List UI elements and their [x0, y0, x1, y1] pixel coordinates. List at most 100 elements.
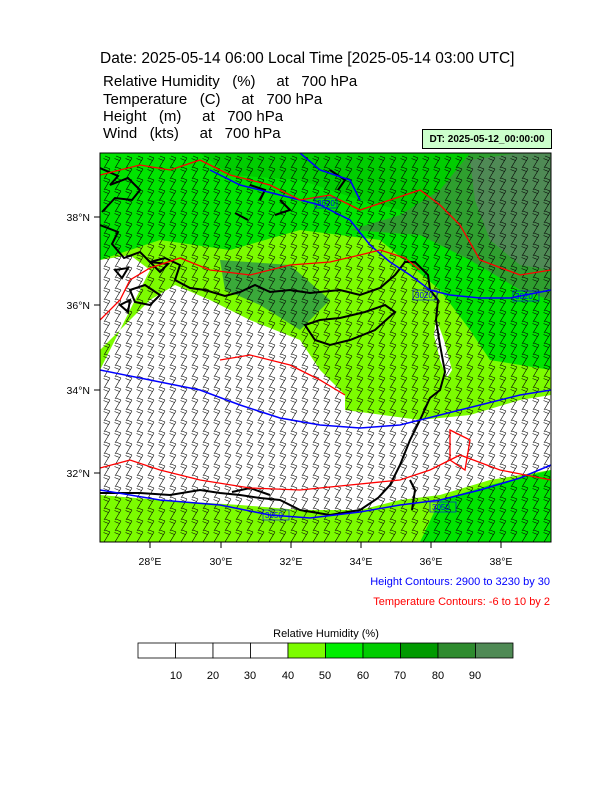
wind-barb — [532, 397, 540, 411]
wind-barb — [290, 342, 298, 356]
wind-barb — [488, 232, 496, 246]
wind-barb — [488, 166, 496, 180]
wind-barb — [213, 452, 221, 466]
wind-barb — [224, 210, 232, 224]
wind-barb — [246, 430, 254, 444]
wind-barb — [290, 155, 298, 169]
wind-barb — [389, 199, 397, 213]
wind-barb — [290, 166, 298, 180]
wind-barb — [532, 507, 540, 521]
wind-barb — [455, 243, 463, 257]
wind-barb — [224, 386, 232, 400]
wind-barb — [158, 331, 166, 345]
wind-barb — [411, 408, 419, 422]
wind-barb — [466, 298, 474, 312]
wind-barb — [334, 320, 342, 334]
wind-barb — [433, 430, 441, 444]
wind-barb — [521, 364, 529, 378]
wind-barb — [400, 364, 408, 378]
wind-barb — [510, 408, 518, 422]
wind-barb — [180, 529, 188, 542]
wind-barb — [378, 463, 386, 477]
wind-barb — [290, 397, 298, 411]
wind-barb — [389, 529, 397, 542]
wind-barb — [323, 199, 331, 213]
wind-barb — [455, 386, 463, 400]
wind-barb — [235, 155, 243, 169]
wind-barb — [521, 397, 529, 411]
wind-barb — [400, 342, 408, 356]
wind-barb — [367, 166, 375, 180]
wind-barb — [466, 265, 474, 279]
wind-barb — [202, 221, 210, 235]
wind-barb — [147, 243, 155, 257]
wind-barb — [213, 331, 221, 345]
wind-barb — [477, 375, 485, 389]
wind-barb — [488, 254, 496, 268]
wind-barb — [345, 375, 353, 389]
wind-barb — [400, 320, 408, 334]
wind-barb — [411, 529, 419, 542]
wind-barb — [433, 188, 441, 202]
wind-barb — [279, 419, 287, 433]
wind-barb — [312, 397, 320, 411]
wind-barb — [356, 375, 364, 389]
wind-barb — [510, 243, 518, 257]
wind-barb — [224, 441, 232, 455]
wind-barb — [169, 320, 177, 334]
wind-barb — [466, 375, 474, 389]
wind-barb — [444, 177, 452, 191]
wind-barb — [169, 287, 177, 301]
wind-barb — [334, 452, 342, 466]
wind-barb — [532, 419, 540, 433]
wind-barb — [433, 221, 441, 235]
wind-barb — [543, 529, 551, 542]
wind-barb — [246, 155, 254, 169]
wind-barb — [246, 419, 254, 433]
wind-barb — [103, 342, 111, 356]
wind-barb — [444, 232, 452, 246]
wind-barb — [147, 331, 155, 345]
wind-barb — [323, 463, 331, 477]
wind-barb — [202, 430, 210, 444]
wind-barb — [532, 331, 540, 345]
wind-barb — [147, 320, 155, 334]
wind-barb — [378, 364, 386, 378]
wind-barb — [488, 342, 496, 356]
wind-barb — [169, 298, 177, 312]
wind-barb — [532, 529, 540, 542]
wind-barb — [213, 507, 221, 521]
wind-barb — [125, 155, 133, 169]
wind-barb — [411, 331, 419, 345]
wind-barb — [521, 177, 529, 191]
temperature-contour-north — [100, 159, 551, 276]
wind-barb — [477, 419, 485, 433]
wind-barb — [290, 408, 298, 422]
wind-barb — [422, 254, 430, 268]
height-contour-3080 — [100, 464, 551, 519]
wind-barb — [114, 408, 122, 422]
wind-barb — [411, 507, 419, 521]
wind-barb — [246, 166, 254, 180]
wind-barb — [301, 177, 309, 191]
wind-barb — [499, 342, 507, 356]
wind-barb — [235, 342, 243, 356]
wind-barb — [202, 441, 210, 455]
wind-barb — [125, 243, 133, 257]
wind-barb — [378, 441, 386, 455]
wind-barb — [103, 353, 111, 367]
wind-barb — [378, 155, 386, 169]
wind-barb — [389, 232, 397, 246]
wind-barb — [103, 386, 111, 400]
wind-barb — [367, 155, 375, 169]
wind-barb — [345, 408, 353, 422]
wind-barb — [455, 232, 463, 246]
wind-barb — [499, 529, 507, 542]
wind-barb — [202, 210, 210, 224]
wind-barb — [334, 430, 342, 444]
wind-barb — [466, 342, 474, 356]
wind-barb — [202, 166, 210, 180]
wind-barb — [532, 518, 540, 532]
wind-barb — [213, 375, 221, 389]
wind-barb — [400, 463, 408, 477]
